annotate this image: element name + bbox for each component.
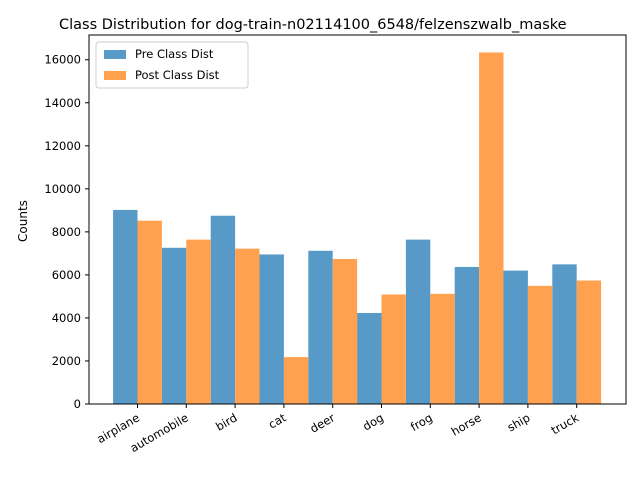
bar-pre-horse <box>454 266 480 404</box>
x-tick-label: frog <box>408 410 435 434</box>
legend-label-post: Post Class Dist <box>135 68 220 82</box>
bar-pre-bird <box>210 215 236 404</box>
y-axis-label: Counts <box>16 200 30 242</box>
y-tick-label: 6000 <box>52 268 81 282</box>
chart-title: Class Distribution for dog-train-n021141… <box>59 17 567 33</box>
bar-pre-cat <box>259 254 284 404</box>
y-tick-label: 8000 <box>52 225 81 239</box>
legend-swatch-post <box>104 71 126 80</box>
bar-pre-truck <box>552 264 577 404</box>
y-tick-label: 0 <box>74 397 81 411</box>
x-tick-label: truck <box>549 410 582 437</box>
x-tick-label: dog <box>360 410 386 433</box>
bar-pre-frog <box>405 239 431 404</box>
bar-pre-ship <box>503 270 528 404</box>
bar-pre-deer <box>308 250 333 404</box>
bar-post-cat <box>283 357 309 404</box>
x-tick-label: horse <box>449 410 484 438</box>
y-tick-label: 4000 <box>52 311 81 325</box>
bar-post-bird <box>235 248 260 404</box>
x-tick-label: bird <box>213 410 239 433</box>
bar-post-deer <box>332 258 358 404</box>
bar-post-horse <box>479 52 504 405</box>
bar-pre-dog <box>357 312 382 404</box>
bar-pre-airplane <box>113 209 138 404</box>
legend-box <box>95 41 249 89</box>
x-tick-label: cat <box>266 410 289 431</box>
bar-post-frog <box>430 293 455 404</box>
bars-layer <box>113 52 602 405</box>
bar-pre-automobile <box>161 247 187 404</box>
bar-post-ship <box>527 285 553 404</box>
plot-frame <box>88 34 627 405</box>
y-tick-label: 10000 <box>44 182 81 196</box>
y-tick-label: 16000 <box>44 53 81 67</box>
x-tick-label: ship <box>505 410 533 434</box>
bar-post-automobile <box>186 239 211 404</box>
legend-label-pre: Pre Class Dist <box>135 47 214 61</box>
bar-post-airplane <box>137 220 162 404</box>
x-tick-label: deer <box>308 410 338 435</box>
legend: Pre Class Dist Post Class Dist <box>95 41 249 89</box>
y-tick-label: 2000 <box>52 354 81 368</box>
y-tick-label: 14000 <box>44 96 81 110</box>
legend-swatch-pre <box>104 50 126 59</box>
bar-post-truck <box>576 280 602 404</box>
y-tick-label: 12000 <box>44 139 81 153</box>
bar-post-dog <box>381 294 406 404</box>
